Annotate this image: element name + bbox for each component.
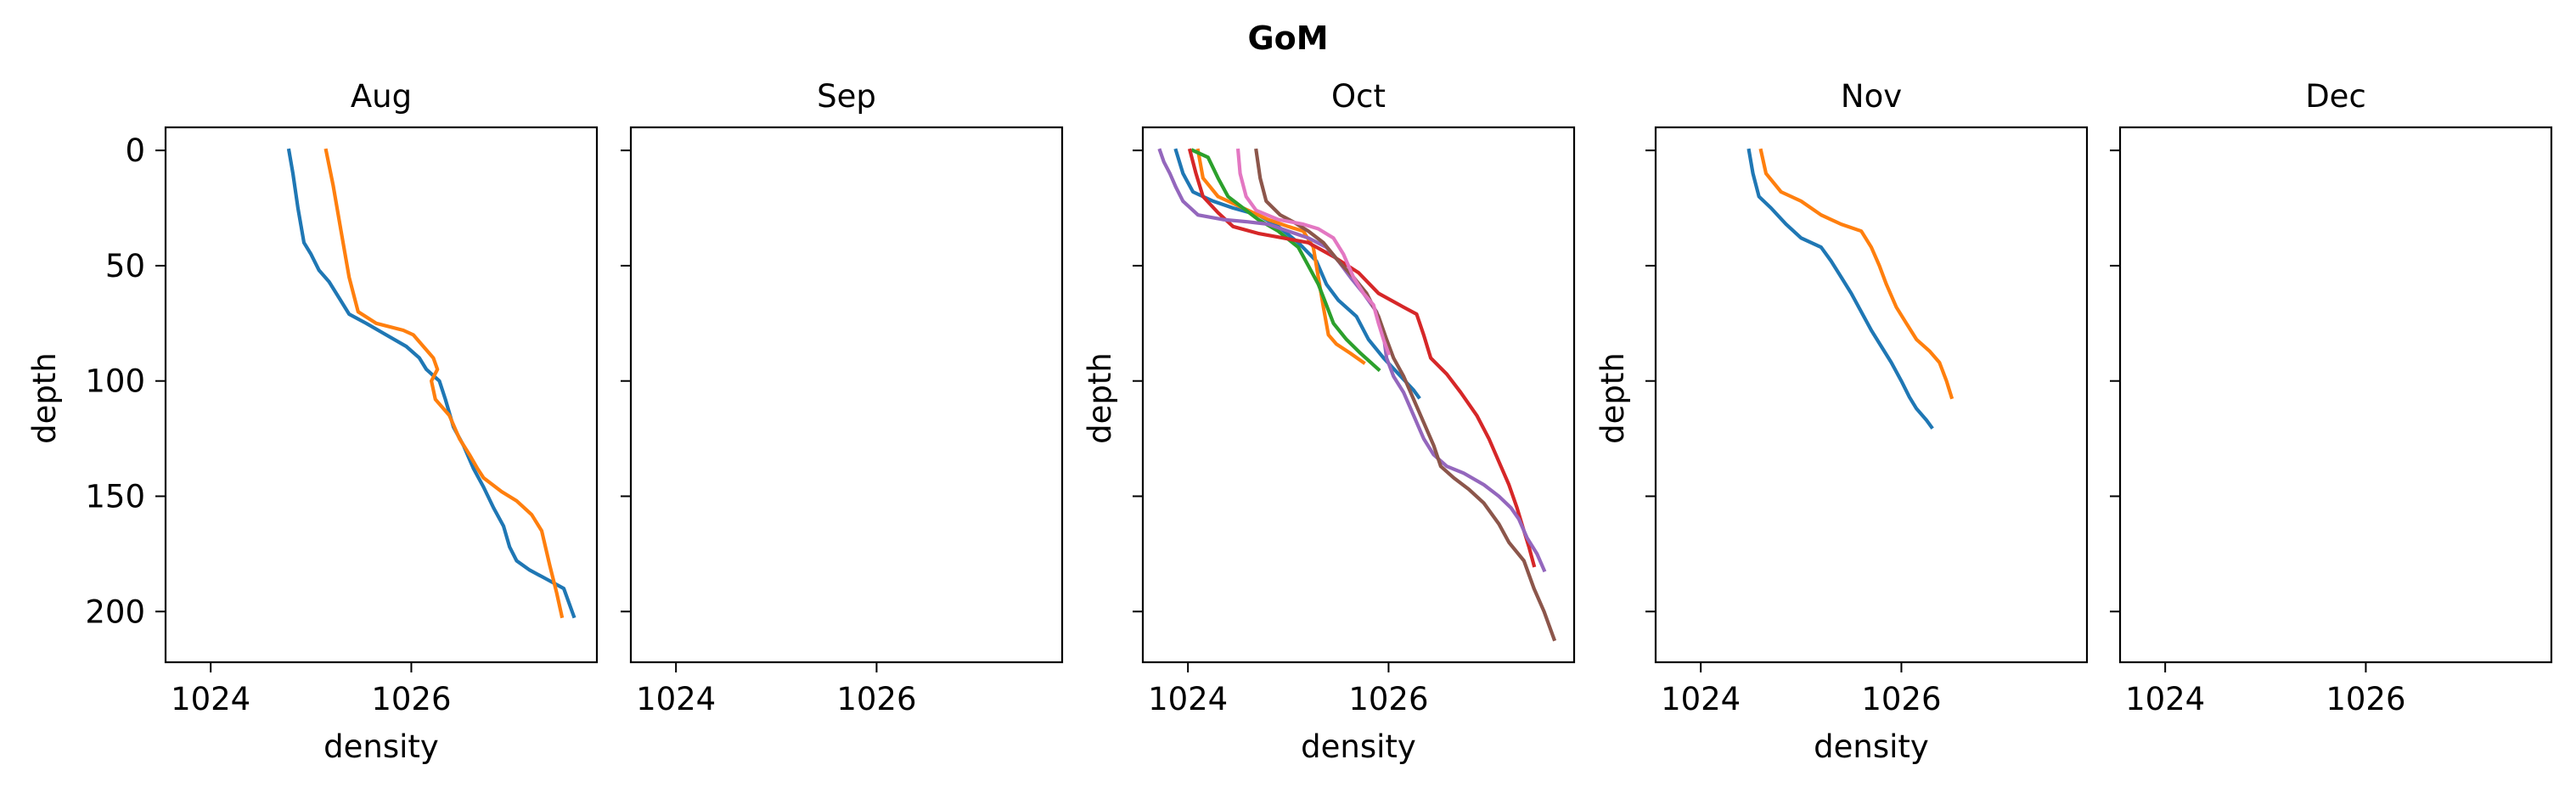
x-tick-label: 1024 [2125,681,2205,717]
y-tick-label: 0 [125,132,145,169]
panel-aug: Aug 1024 1026 0 50 100 150 200 density depth [26,78,599,765]
series-group [1746,148,1954,430]
x-tick-label: 1024 [1148,681,1228,717]
y-axis-label: depth [26,352,63,444]
panel-frame [1141,126,1576,664]
x-tick-label: 1026 [2326,681,2405,717]
x-axis-label: density [1301,728,1416,765]
panel-oct: Oct 1024 1026 density depth [1082,78,1576,765]
x-tick-label: 1026 [836,681,916,717]
panel-frame [2118,126,2553,664]
y-axis-label: depth [1595,352,1631,444]
series-line-3 [1190,148,1381,373]
panel-title: Dec [2305,78,2366,115]
y-tick-label: 150 [85,478,145,515]
y-tick-label: 100 [85,363,145,400]
x-tick-label: 1026 [371,681,451,717]
x-tick-label: 1024 [171,681,250,717]
x-tick-label: 1026 [1348,681,1428,717]
panel-nov: Nov 1024 1026 density depth [1595,78,2089,765]
panel-title: Nov [1841,78,1902,115]
panel-dec: Dec 1024 1026 [2110,78,2553,717]
y-tick-label: 200 [85,593,145,630]
series-group [286,148,577,619]
x-tick-label: 1026 [1861,681,1941,717]
series-line-2 [323,148,565,619]
x-tick-label: 1024 [636,681,716,717]
series-group [1157,148,1557,642]
series-line-4 [1187,148,1537,568]
figure-title: GoM [1247,20,1328,57]
panel-frame [629,126,1064,664]
panel-title: Sep [817,78,876,115]
panel-title: Aug [351,78,412,115]
panel-sep: Sep 1024 1026 [621,78,1064,717]
x-tick-label: 1024 [1661,681,1741,717]
panel-frame [164,126,599,664]
panel-title: Oct [1331,78,1386,115]
x-axis-label: density [323,728,439,765]
panels: Aug 1024 1026 0 50 100 150 200 density depth Sep 10… [26,78,2553,765]
series-line-2 [1758,148,1954,400]
x-axis-label: density [1814,728,1929,765]
y-tick-label: 50 [105,248,145,284]
panel-frame [1654,126,2089,664]
series-line-1 [1746,148,1934,430]
y-axis-label: depth [1082,352,1118,444]
series-line-7 [1235,148,1392,356]
